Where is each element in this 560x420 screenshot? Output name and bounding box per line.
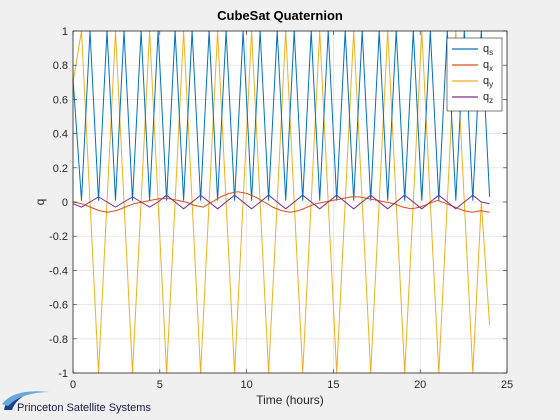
y-tick-label: -1 [58,368,68,380]
y-tick-label: 0.2 [53,163,68,175]
x-tick-labels: 0 5 10 15 20 25 [70,379,513,391]
x-tick-label: 15 [327,379,339,391]
y-tick-labels: -1 -0.8 -0.6 -0.4 -0.2 0 0.2 0.4 0.6 0.8 1 [49,26,68,380]
y-axis-label: q [33,199,47,206]
y-tick-label: -0.6 [49,300,68,312]
series-line-qs [72,30,491,201]
y-tick-label: 1 [62,26,68,38]
logo-swoosh-icon [4,392,32,410]
legend-label-qz: qz [483,91,493,105]
legend-label-qy: qy [483,75,493,89]
legend-label-qx: qx [483,59,493,73]
chart-title: CubeSat Quaternion [217,8,343,23]
y-tick-label: 0.8 [53,60,68,72]
y-tick-label: -0.4 [49,265,68,277]
y-tick-label: 0.4 [53,129,68,141]
tick-marks [72,30,508,374]
y-tick-label: -0.8 [49,334,68,346]
legend-label-qs: qs [483,43,493,57]
legend: qs qx qy qz [446,37,503,112]
x-tick-label: 10 [240,379,252,391]
x-tick-label: 25 [501,379,513,391]
legend-box [446,37,503,112]
logo-swoosh-light-icon [2,391,50,406]
x-axis-label: Time (hours) [256,393,324,407]
princeton-logo: Princeton Satellite Systems [2,391,151,414]
y-tick-label: -0.2 [49,231,68,243]
y-tick-label: 0 [62,197,68,209]
series-lines [72,30,491,374]
x-tick-label: 5 [157,379,163,391]
y-tick-label: 0.6 [53,94,68,106]
logo-text: Princeton Satellite Systems [17,402,151,414]
x-tick-label: 20 [414,379,426,391]
x-tick-label: 0 [70,379,76,391]
series-line-qz [72,194,490,210]
